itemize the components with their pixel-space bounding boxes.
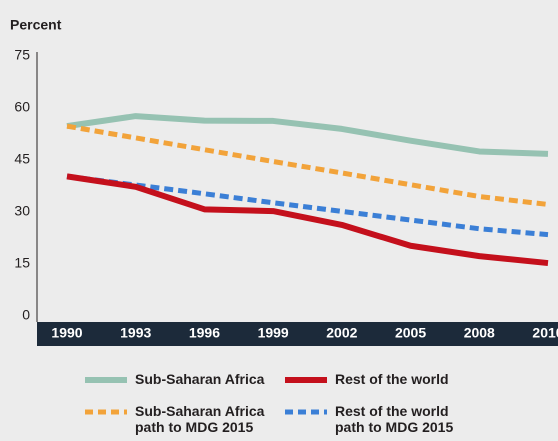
- series-line: [66, 173, 549, 267]
- y-axis-label: Percent: [10, 17, 62, 33]
- y-tick-label: 60: [14, 99, 30, 115]
- x-tick-label: 1993: [120, 325, 151, 341]
- x-axis-band: [37, 322, 558, 346]
- series-line: [66, 173, 549, 238]
- x-tick-label: 1996: [189, 325, 220, 341]
- y-tick-label: 75: [14, 47, 30, 63]
- y-tick-label: 0: [22, 307, 30, 323]
- x-tick-label: 1999: [258, 325, 289, 341]
- x-tick-label: 2010: [532, 325, 558, 341]
- legend-label: Rest of the world: [335, 371, 449, 387]
- series-line: [66, 113, 549, 157]
- y-tick-label: 15: [14, 255, 30, 271]
- y-tick-label: 30: [14, 203, 30, 219]
- series-line: [66, 123, 549, 207]
- x-tick-label: 2008: [464, 325, 495, 341]
- y-tick-label: 45: [14, 151, 30, 167]
- x-tick-label: 2002: [326, 325, 357, 341]
- x-tick-label: 2005: [395, 325, 426, 341]
- x-tick-label: 1990: [51, 325, 82, 341]
- legend-label: Rest of the world path to MDG 2015: [335, 403, 453, 435]
- legend-label: Sub-Saharan Africa path to MDG 2015: [135, 403, 265, 435]
- legend-label: Sub-Saharan Africa: [135, 371, 265, 387]
